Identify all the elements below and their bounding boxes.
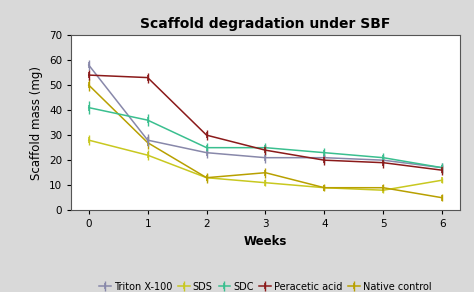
X-axis label: Weeks: Weeks [244, 235, 287, 248]
Legend: Triton X-100, SDS, SDC, Peracetic acid, Native control: Triton X-100, SDS, SDC, Peracetic acid, … [100, 282, 431, 292]
Title: Scaffold degradation under SBF: Scaffold degradation under SBF [140, 17, 391, 31]
Y-axis label: Scaffold mass (mg): Scaffold mass (mg) [30, 66, 44, 180]
